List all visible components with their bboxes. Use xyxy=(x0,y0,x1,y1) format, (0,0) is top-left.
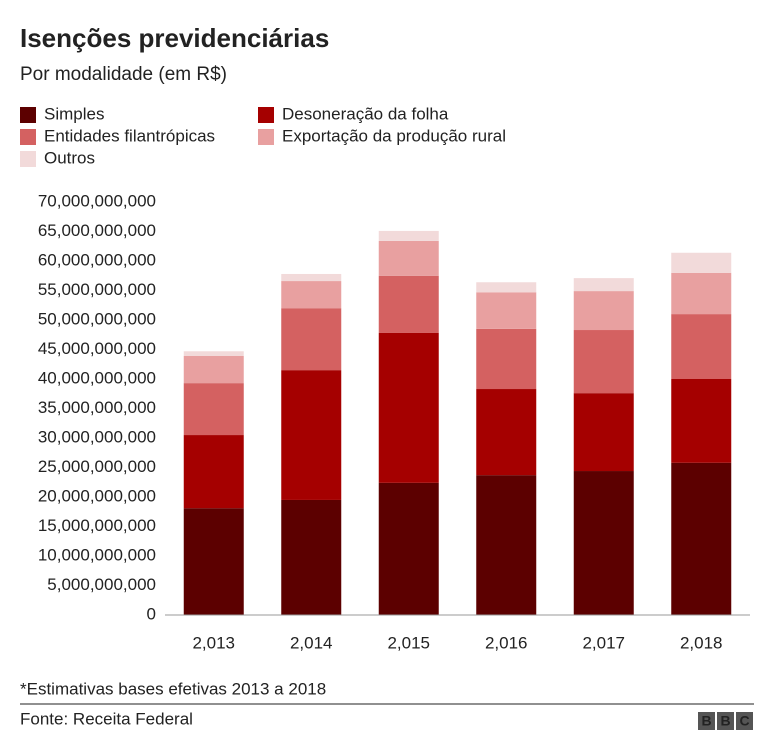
bar-segment xyxy=(281,499,342,615)
y-tick-label: 35,000,000,000 xyxy=(38,398,156,417)
y-tick-label: 40,000,000,000 xyxy=(38,368,156,387)
bar-segment xyxy=(476,328,537,390)
legend-swatch xyxy=(20,129,36,145)
logo-letter: C xyxy=(739,713,749,729)
bar-segment xyxy=(476,475,537,615)
bar-segment xyxy=(183,351,244,356)
chart-subtitle: Por modalidade (em R$) xyxy=(20,64,227,85)
x-tick-label: 2,016 xyxy=(485,633,528,652)
bar-segment xyxy=(378,275,439,333)
bar-segment xyxy=(573,291,634,331)
legend-label: Outros xyxy=(44,148,95,167)
y-tick-label: 65,000,000,000 xyxy=(38,221,156,240)
legend-label: Desoneração da folha xyxy=(282,104,449,123)
chart-title: Isenções previdenciárias xyxy=(20,23,329,53)
bar-segment xyxy=(476,282,537,293)
bar-segment xyxy=(573,471,634,615)
bar-segment xyxy=(573,393,634,472)
bar-segment xyxy=(281,273,342,282)
x-tick-label: 2,014 xyxy=(290,633,333,652)
y-tick-label: 60,000,000,000 xyxy=(38,250,156,269)
bar-segment xyxy=(378,482,439,615)
bar-segment xyxy=(378,240,439,276)
bar-segment xyxy=(183,355,244,384)
bar-segment xyxy=(378,332,439,483)
legend-label: Exportação da produção rural xyxy=(282,126,506,145)
bar-segment xyxy=(671,379,732,463)
x-tick-label: 2,013 xyxy=(192,633,235,652)
y-tick-label: 30,000,000,000 xyxy=(38,427,156,446)
bar-segment xyxy=(671,272,732,315)
legend-swatch xyxy=(258,129,274,145)
bar-segment xyxy=(281,281,342,309)
y-tick-label: 55,000,000,000 xyxy=(38,280,156,299)
bar-segment xyxy=(183,508,244,615)
legend-label: Entidades filantrópicas xyxy=(44,126,215,145)
bar-segment xyxy=(281,308,342,371)
bar-segment xyxy=(476,292,537,329)
bar-segment xyxy=(281,370,342,500)
bar-segment xyxy=(573,278,634,292)
legend-swatch xyxy=(258,107,274,123)
source: Fonte: Receita Federal xyxy=(20,709,193,728)
legend-label: Simples xyxy=(44,104,104,123)
y-tick-label: 50,000,000,000 xyxy=(38,309,156,328)
bar-segment xyxy=(183,383,244,436)
y-tick-label: 15,000,000,000 xyxy=(38,516,156,535)
logo xyxy=(698,712,753,730)
logo-letter: B xyxy=(701,713,711,729)
bar-segment xyxy=(573,330,634,394)
y-tick-label: 0 xyxy=(147,604,156,623)
bar-segment xyxy=(378,230,439,241)
bar-segment xyxy=(671,314,732,379)
bar-segment xyxy=(671,462,732,615)
y-tick-label: 10,000,000,000 xyxy=(38,545,156,564)
logo-letter: B xyxy=(720,713,730,729)
y-tick-label: 20,000,000,000 xyxy=(38,486,156,505)
legend-swatch xyxy=(20,151,36,167)
x-tick-label: 2,015 xyxy=(387,633,430,652)
y-tick-label: 5,000,000,000 xyxy=(47,575,156,594)
bar-segment xyxy=(671,252,732,273)
x-tick-label: 2,018 xyxy=(680,633,723,652)
x-tick-label: 2,017 xyxy=(582,633,625,652)
note: *Estimativas bases efetivas 2013 a 2018 xyxy=(20,679,326,698)
y-tick-label: 45,000,000,000 xyxy=(38,339,156,358)
y-tick-label: 25,000,000,000 xyxy=(38,457,156,476)
legend-swatch xyxy=(20,107,36,123)
bar-segment xyxy=(183,435,244,509)
bar-segment xyxy=(476,389,537,476)
y-tick-label: 70,000,000,000 xyxy=(38,191,156,210)
